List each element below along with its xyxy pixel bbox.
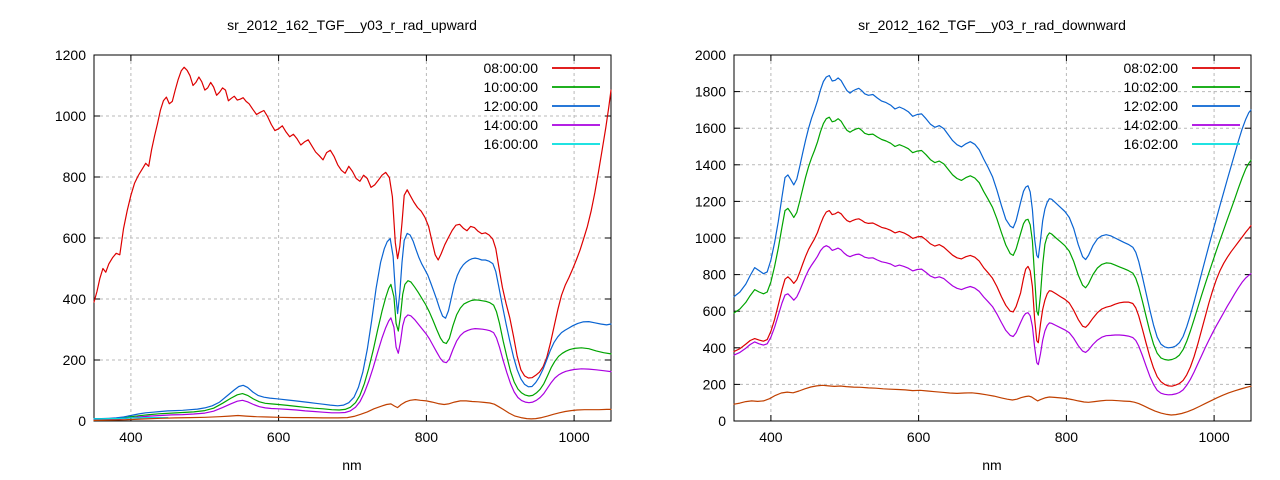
y-tick-label: 600 (63, 230, 87, 246)
x-axis-label-upward: nm (342, 457, 361, 473)
curve-12:00:00 (93, 232, 612, 420)
chart-radiance-upward: 400 600 800 1000 0 200 400 600 800 1000 1200 08:00:… (55, 17, 612, 473)
legend-label: 16:02:00 (1124, 136, 1179, 152)
legend-label: 16:00:00 (484, 136, 539, 152)
curve-14:02:00 (733, 245, 1252, 396)
legend-label: 12:02:00 (1124, 98, 1179, 114)
axes: 400 600 800 1000 0 200 400 600 800 1000 1200 (55, 47, 612, 445)
x-tick-label: 600 (267, 429, 291, 445)
chart-title-downward: sr_2012_162_TGF__y03_r_rad_downward (858, 17, 1126, 33)
chart-radiance-downward: 400 600 800 1000 0 200 400 600 800 1000 1200 1400 16… (640, 0, 1280, 480)
curve-12:02:00 (733, 74, 1252, 349)
curve-14:00:00 (93, 314, 612, 421)
curve-16:00:00 (93, 417, 169, 420)
y-tick-label: 200 (703, 376, 727, 392)
y-tick-label: 400 (63, 291, 87, 307)
legend-label: 14:00:00 (484, 117, 539, 133)
curve-unlabeled (93, 399, 612, 421)
y-tick-label: 1400 (695, 157, 726, 173)
y-tick-label: 400 (703, 340, 727, 356)
legend-label: 08:02:00 (1124, 60, 1179, 76)
legend-label: 08:00:00 (484, 60, 539, 76)
curve-unlabeled (733, 384, 1252, 416)
x-tick-label: 400 (119, 429, 143, 445)
curve-10:00:00 (93, 280, 612, 420)
x-tick-label: 400 (759, 429, 783, 445)
x-tick-label: 800 (415, 429, 439, 445)
y-tick-label: 1000 (55, 108, 86, 124)
y-tick-label: 0 (78, 413, 86, 429)
curve-10:02:00 (733, 116, 1252, 361)
plot-downward: 400 600 800 1000 0 200 400 600 800 1000 1200 1400 16… (695, 17, 1252, 473)
y-tick-label: 0 (718, 413, 726, 429)
x-tick-label: 600 (907, 429, 931, 445)
y-tick-label: 800 (703, 267, 727, 283)
curves (733, 74, 1252, 416)
legend-label: 12:00:00 (484, 98, 539, 114)
curves (93, 66, 612, 421)
x-tick-label: 1000 (1199, 429, 1230, 445)
y-tick-label: 800 (63, 169, 87, 185)
legend: 08:02:00 10:02:00 12:02:00 14:02:00 16:02:00 (1124, 60, 1240, 152)
chart-title-upward: sr_2012_162_TGF__y03_r_rad_upward (227, 17, 477, 33)
y-tick-label: 1000 (695, 230, 726, 246)
x-tick-label: 1000 (559, 429, 590, 445)
curve-08:00:00 (93, 66, 612, 379)
grid (94, 55, 611, 421)
y-tick-label: 600 (703, 303, 727, 319)
y-tick-label: 1800 (695, 84, 726, 100)
y-tick-label: 1200 (695, 193, 726, 209)
plot-upward: 400 600 800 1000 0 200 400 600 800 1000 1200 08:00:… (55, 17, 612, 473)
x-tick-label: 800 (1055, 429, 1079, 445)
y-tick-label: 2000 (695, 47, 726, 63)
legend: 08:00:00 10:00:00 12:00:00 14:00:00 16:00:00 (484, 60, 600, 152)
x-axis-label-downward: nm (982, 457, 1001, 473)
legend-label: 10:02:00 (1124, 79, 1179, 95)
grid (734, 55, 1251, 421)
y-tick-label: 1200 (55, 47, 86, 63)
y-tick-label: 1600 (695, 120, 726, 136)
curve-08:02:00 (733, 210, 1252, 387)
legend-label: 14:02:00 (1124, 117, 1179, 133)
y-tick-label: 200 (63, 352, 87, 368)
legend-label: 10:00:00 (484, 79, 539, 95)
axes: 400 600 800 1000 0 200 400 600 800 1000 1200 1400 16… (695, 47, 1252, 445)
